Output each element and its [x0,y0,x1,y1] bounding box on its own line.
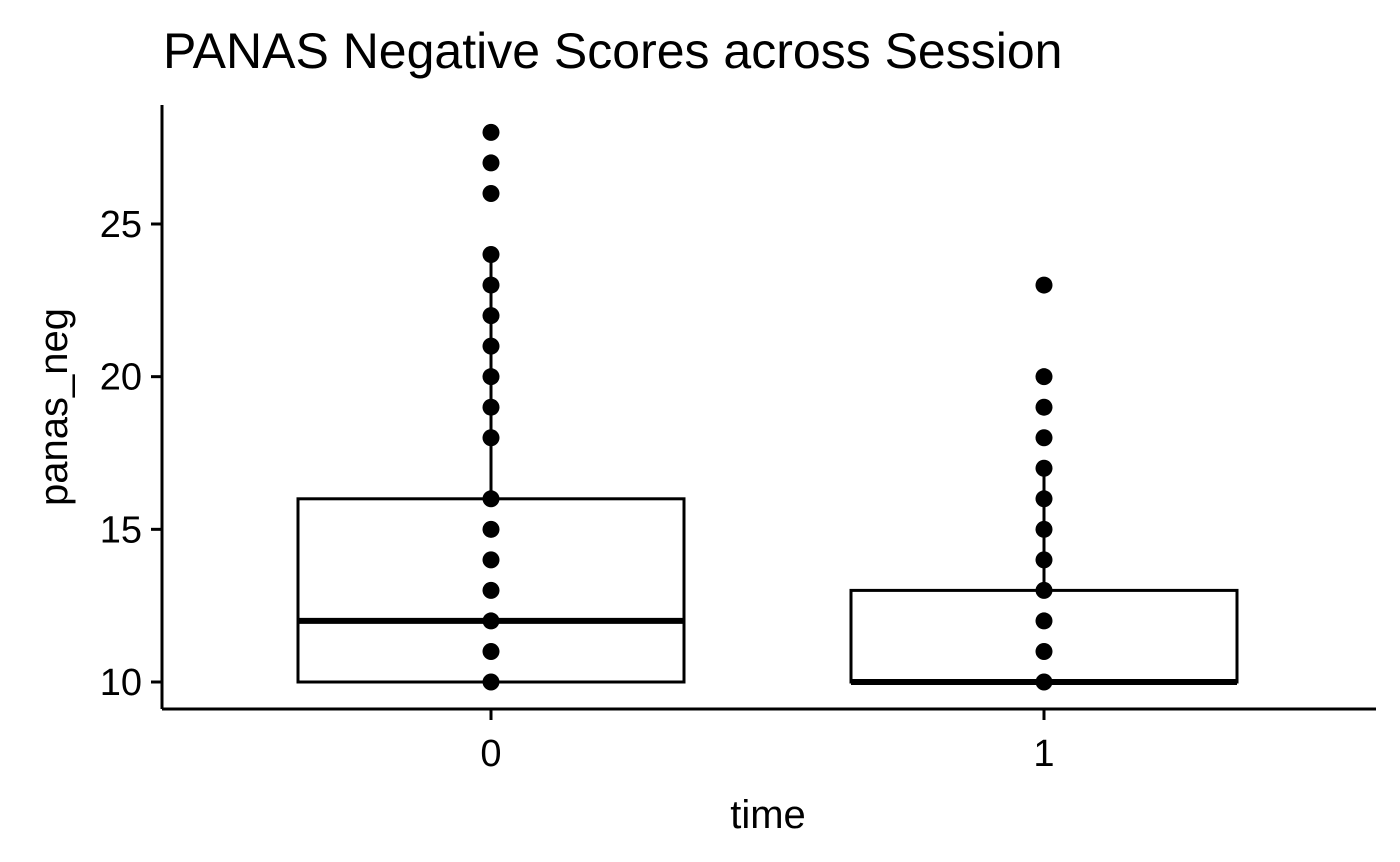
y-tick-label: 10 [100,662,142,704]
data-point [482,398,500,416]
data-point [482,368,500,386]
data-point [1035,642,1053,660]
x-axis-title: time [730,793,806,837]
data-point [1035,429,1053,447]
data-point [1035,276,1053,294]
data-point [1035,551,1053,569]
y-axis-title: panas_neg [32,308,76,506]
y-tick-label: 25 [100,204,142,246]
data-point [1035,581,1053,599]
data-point [482,520,500,538]
data-point [482,581,500,599]
data-point [482,673,500,691]
data-point [482,612,500,630]
data-point [482,429,500,447]
data-point [482,307,500,325]
data-point [482,246,500,264]
data-point [482,490,500,508]
x-tick-label: 0 [480,733,501,775]
y-tick-label: 15 [100,509,142,551]
data-point [1035,459,1053,477]
data-point [1035,673,1053,691]
data-point [482,642,500,660]
box [849,588,1239,684]
data-point [1035,612,1053,630]
chart-title: PANAS Negative Scores across Session [163,23,1062,79]
plot-area [296,123,1239,691]
y-tick-label: 20 [100,357,142,399]
axes: 10 15 20 25 0 1 [100,105,1376,775]
data-point [1035,368,1053,386]
data-point [482,276,500,294]
data-point [1035,520,1053,538]
data-point [1035,490,1053,508]
data-point [482,337,500,355]
x-tick-label: 1 [1033,733,1054,775]
data-point [482,551,500,569]
data-point [482,184,500,202]
data-point [482,123,500,141]
data-point [1035,398,1053,416]
data-point [482,154,500,172]
